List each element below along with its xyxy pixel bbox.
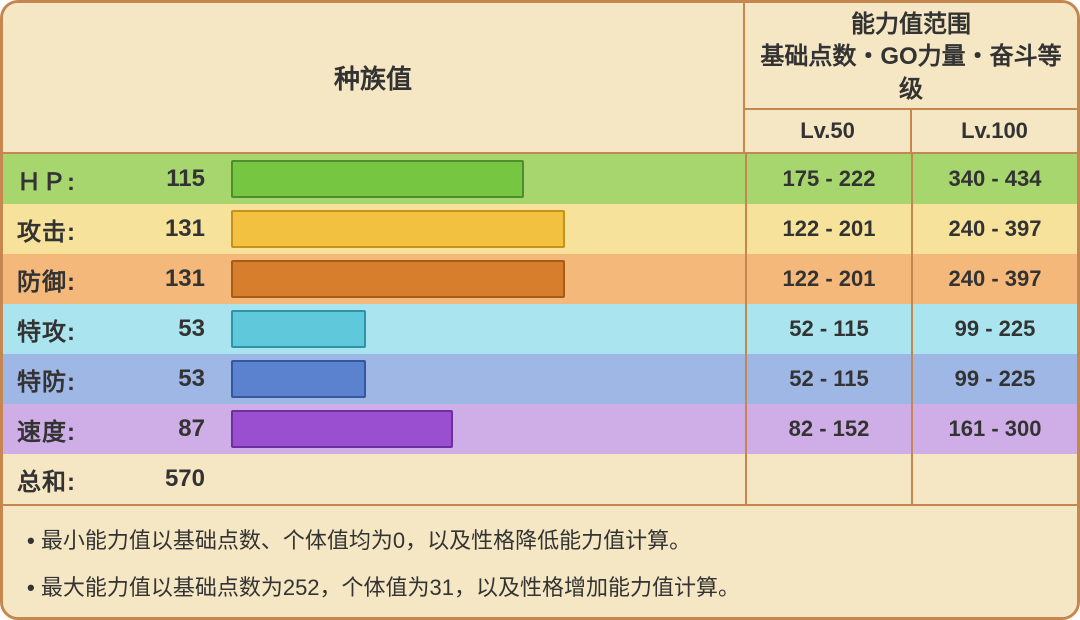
header-range-levels: Lv.50 Lv.100 [745, 108, 1077, 152]
stat-row: 特防:53 52 - 11599 - 225 [3, 354, 1077, 404]
total-bar-cell [223, 454, 745, 504]
stat-bar-cell [223, 204, 745, 254]
stat-label: 特防: [3, 354, 113, 404]
stat-bar [231, 210, 565, 248]
note-max: 最大能力值以基础点数为252，个体值为31，以及性格增加能力值计算。 [27, 571, 1053, 604]
header-range: 能力值范围 基础点数・GO力量・奋斗等级 Lv.50 Lv.100 [745, 3, 1077, 152]
stat-row: 速度:87 82 - 152161 - 300 [3, 404, 1077, 454]
stat-value: 131 [113, 254, 223, 304]
stat-bar-cell [223, 404, 745, 454]
total-range-lv50 [745, 454, 911, 504]
header-species: 种族值 [3, 3, 745, 152]
stat-range-lv50: 52 - 115 [745, 304, 911, 354]
stat-row: 防御:131 122 - 201240 - 397 [3, 254, 1077, 304]
stat-range-lv50: 175 - 222 [745, 154, 911, 204]
table-header: 种族值 能力值范围 基础点数・GO力量・奋斗等级 Lv.50 Lv.100 [3, 3, 1077, 154]
stat-label: 特攻: [3, 304, 113, 354]
header-range-title: 能力值范围 基础点数・GO力量・奋斗等级 [745, 3, 1077, 108]
stat-label: 防御: [3, 254, 113, 304]
stat-range-lv100: 240 - 397 [911, 254, 1077, 304]
stat-value: 53 [113, 304, 223, 354]
stat-bar [231, 260, 565, 298]
stat-row: 特攻:53 52 - 11599 - 225 [3, 304, 1077, 354]
stat-value: 115 [113, 154, 223, 204]
stat-row: ＨＰ:115 175 - 222340 - 434 [3, 154, 1077, 204]
stat-value: 87 [113, 404, 223, 454]
stat-bar-cell [223, 154, 745, 204]
stat-row: 攻击:131 122 - 201240 - 397 [3, 204, 1077, 254]
header-lv100: Lv.100 [910, 110, 1077, 152]
stat-range-lv50: 52 - 115 [745, 354, 911, 404]
header-lv50: Lv.50 [745, 110, 910, 152]
stat-range-lv50: 122 - 201 [745, 204, 911, 254]
stat-range-lv100: 99 - 225 [911, 354, 1077, 404]
stat-label: 速度: [3, 404, 113, 454]
stat-range-lv100: 99 - 225 [911, 304, 1077, 354]
notes-section: 最小能力值以基础点数、个体值均为0，以及性格降低能力值计算。 最大能力值以基础点… [3, 504, 1077, 617]
stat-bar-cell [223, 354, 745, 404]
stat-value: 131 [113, 204, 223, 254]
stat-range-lv50: 122 - 201 [745, 254, 911, 304]
stat-bar [231, 360, 366, 398]
stat-row-total: 总和:570 [3, 454, 1077, 504]
total-label: 总和: [3, 454, 113, 504]
stat-bar [231, 310, 366, 348]
stat-rows: ＨＰ:115 175 - 222340 - 434 攻击:131 122 - 2012… [3, 154, 1077, 504]
stat-range-lv50: 82 - 152 [745, 404, 911, 454]
stat-table-frame: 种族值 能力值范围 基础点数・GO力量・奋斗等级 Lv.50 Lv.100 ＨＰ… [0, 0, 1080, 620]
stat-bar [231, 410, 453, 448]
total-range-lv100 [911, 454, 1077, 504]
stat-range-lv100: 240 - 397 [911, 204, 1077, 254]
stat-label: 攻击: [3, 204, 113, 254]
stat-range-lv100: 161 - 300 [911, 404, 1077, 454]
stat-bar-cell [223, 304, 745, 354]
stat-bar-cell [223, 254, 745, 304]
stat-bar [231, 160, 524, 198]
note-min: 最小能力值以基础点数、个体值均为0，以及性格降低能力值计算。 [27, 524, 1053, 557]
stat-range-lv100: 340 - 434 [911, 154, 1077, 204]
stat-value: 53 [113, 354, 223, 404]
stat-label: ＨＰ: [3, 154, 113, 204]
total-value: 570 [113, 454, 223, 504]
